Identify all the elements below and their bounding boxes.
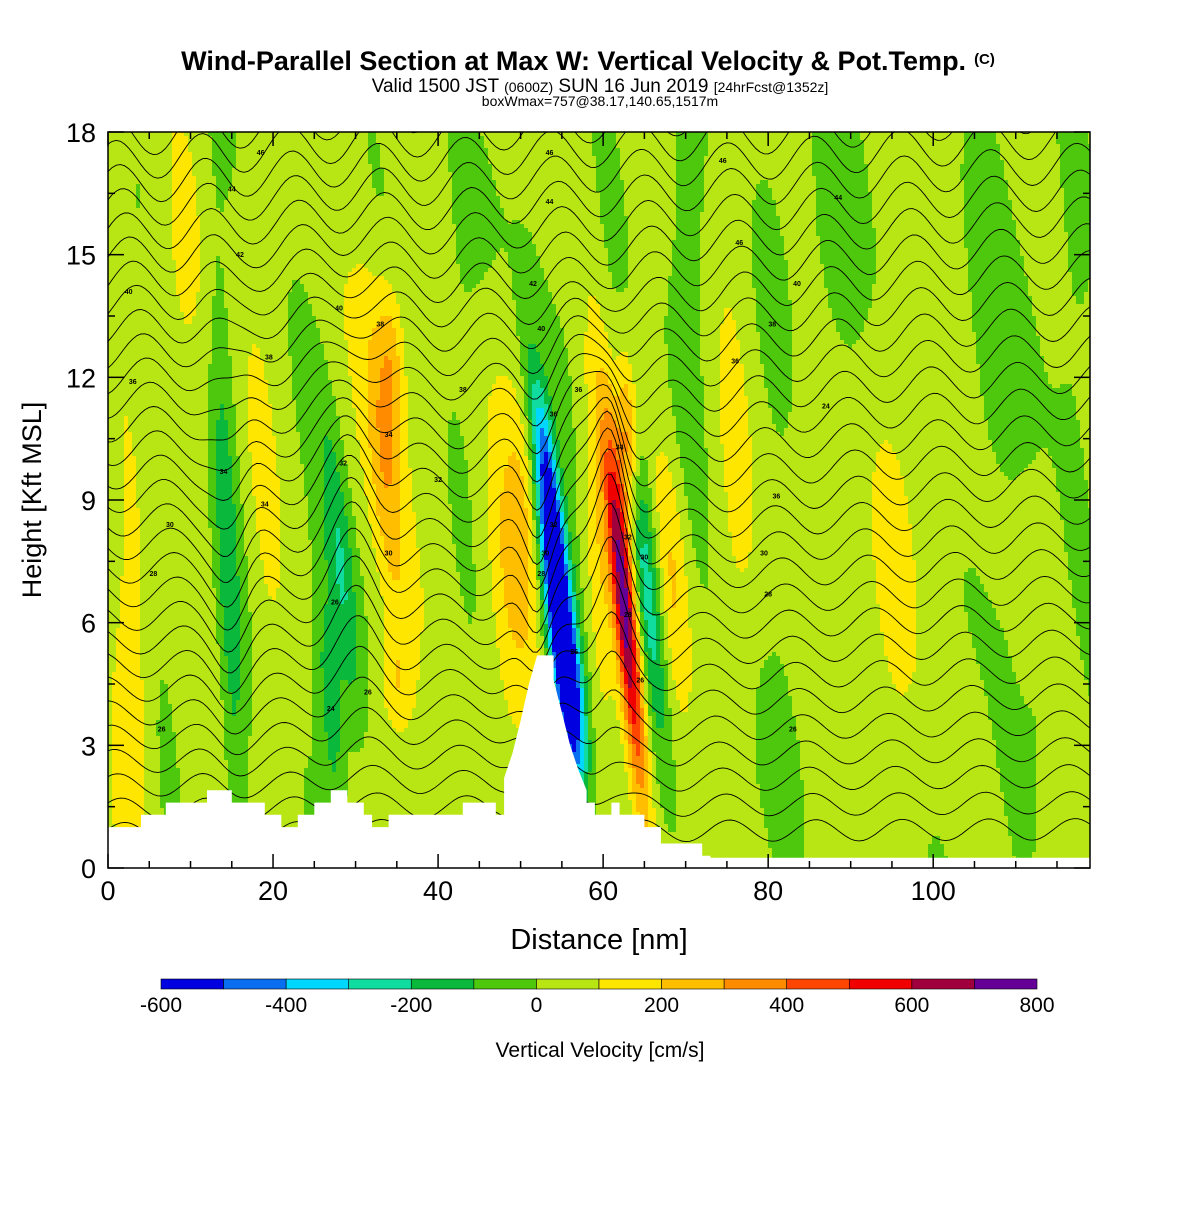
contour-label: 36 (574, 387, 582, 394)
contour-label: 44 (834, 195, 842, 202)
x-tick-label: 80 (753, 876, 783, 906)
vertical-velocity-field (108, 132, 1093, 869)
contour-label: 28 (624, 612, 632, 619)
contour-label: 34 (261, 502, 269, 509)
contour-label: 40 (537, 326, 545, 333)
y-tick-label: 6 (81, 609, 96, 639)
colorbar-tick-label: 0 (531, 994, 543, 1017)
title-mark: (C) (974, 51, 995, 68)
colorbar-tick-label: -200 (390, 994, 432, 1017)
contour-label: 42 (529, 281, 537, 288)
contour-label: 38 (459, 387, 467, 394)
contour-label: 42 (236, 252, 244, 259)
colorbar-swatch (974, 979, 1037, 989)
contour-label: 34 (220, 469, 228, 476)
colorbar-tick-label: 200 (644, 994, 679, 1017)
x-axis-label: Distance [nm] (510, 924, 687, 956)
contour-label: 28 (537, 571, 545, 578)
contour-label: 40 (125, 289, 133, 296)
colorbar-swatch (411, 979, 474, 989)
y-tick-label: 9 (81, 486, 96, 516)
y-axis-label: Height [Kft MSL] (17, 402, 47, 599)
y-tick-label: 15 (66, 241, 96, 271)
contour-label: 26 (158, 726, 166, 733)
colorbar-swatch (349, 979, 412, 989)
colorbar-swatch (849, 979, 912, 989)
colorbar-swatch (161, 979, 224, 989)
contour-label: 46 (546, 150, 554, 157)
x-tick-label: 60 (588, 876, 618, 906)
contour-label: 38 (768, 322, 776, 329)
contour-label: 40 (335, 305, 343, 312)
colorbar-swatch (224, 979, 287, 989)
contour-label: 34 (385, 432, 393, 439)
colorbar-tick-label: 400 (769, 994, 804, 1017)
contour-label: 32 (434, 477, 442, 484)
colorbar-tick-label: 800 (1019, 994, 1054, 1017)
colorbar-tick-label: -600 (140, 994, 182, 1017)
x-tick-label: 40 (423, 876, 453, 906)
contour-label: 38 (376, 322, 384, 329)
subtitle-fcst: [24hrFcst@1352z] (714, 79, 829, 95)
contour-label: 46 (735, 240, 743, 247)
contour-label: 26 (636, 677, 644, 684)
contour-label: 36 (550, 412, 558, 419)
colorbar-swatch (474, 979, 537, 989)
chart-subtitle-2: boxWmax=757@38.17,140.65,1517m (482, 93, 718, 109)
colorbar-label: Vertical Velocity [cm/s] (496, 1039, 705, 1062)
chart-title: Wind-Parallel Section at Max W: Vertical… (181, 46, 995, 76)
subtitle-valid: Valid 1500 JST (372, 76, 500, 97)
colorbar-swatch (912, 979, 975, 989)
x-tick-label: 0 (100, 876, 115, 906)
colorbar: -600 -400 -200 0 200 400 600 800 (140, 979, 1055, 1017)
colorbar-swatch (787, 979, 850, 989)
contour-label: 30 (541, 551, 549, 558)
contour-label: 30 (640, 555, 648, 562)
contour-label: 24 (822, 403, 830, 410)
colorbar-tick-label: -400 (265, 994, 307, 1017)
contour-label: 32 (550, 522, 558, 529)
contour-label: 28 (149, 571, 157, 578)
contour-label: 24 (327, 706, 335, 713)
contour-label: 30 (166, 522, 174, 529)
y-tick-label: 3 (81, 731, 96, 761)
contour-label: 26 (570, 649, 578, 656)
contour-label: 34 (616, 444, 624, 451)
contour-label: 46 (257, 150, 265, 157)
contour-label: 36 (731, 358, 739, 365)
y-tick-label: 12 (66, 363, 96, 393)
colorbar-swatch (724, 979, 787, 989)
colorbar-swatch (286, 979, 349, 989)
colorbar-swatch (599, 979, 662, 989)
chart-figure: Wind-Parallel Section at Max W: Vertical… (0, 0, 1200, 1200)
x-tick-label: 20 (258, 876, 288, 906)
contour-label: 44 (546, 199, 554, 206)
plot-area: 46 46 46 44 44 44 42 42 46 40 40 40 40 38 38 38 36 36 38 36… (108, 37, 1093, 871)
contour-label: 46 (719, 158, 727, 165)
contour-label: 28 (764, 592, 772, 599)
contour-label: 36 (773, 493, 781, 500)
y-tick-label: 18 (66, 118, 96, 148)
contour-label: 32 (624, 534, 632, 541)
colorbar-tick-label: 600 (894, 994, 929, 1017)
contour-label: 36 (129, 379, 137, 386)
x-tick-label: 100 (911, 876, 956, 906)
colorbar-swatch (662, 979, 725, 989)
colorbar-swatch (536, 979, 599, 989)
contour-label: 30 (385, 551, 393, 558)
contour-label: 38 (265, 354, 273, 361)
contour-label: 26 (331, 600, 339, 607)
contour-label: 30 (760, 551, 768, 558)
contour-label: 40 (793, 281, 801, 288)
contour-label: 26 (364, 690, 372, 697)
y-tick-label: 0 (81, 854, 96, 884)
contour-label: 26 (789, 726, 797, 733)
contour-label: 32 (339, 461, 347, 468)
chart-page: Wind-Parallel Section at Max W: Vertical… (0, 0, 1200, 1200)
contour-label: 44 (228, 187, 236, 194)
